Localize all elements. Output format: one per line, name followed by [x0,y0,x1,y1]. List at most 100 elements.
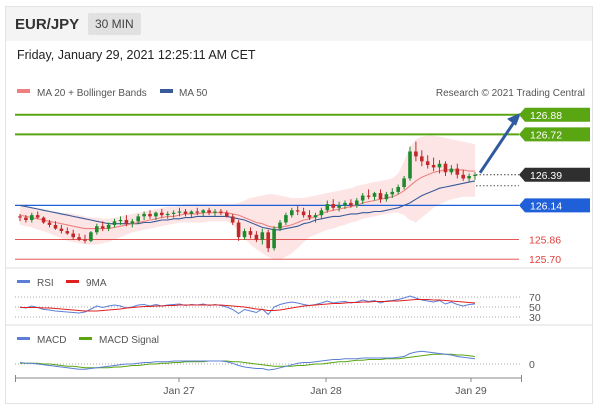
candle-body [343,202,347,206]
candle-body [307,215,312,218]
candles [18,141,477,252]
instrument-title: EUR/JPY [15,16,80,33]
copyright-text: Research © 2021 Trading Central [436,88,585,99]
candle-body [35,215,40,218]
candle-body [165,213,170,216]
candle [307,210,312,220]
candle [455,163,460,179]
candle [100,221,105,232]
candle [118,216,123,225]
candle-body [83,239,87,241]
candle-body [254,234,259,240]
candle-body [461,174,465,179]
candle [437,160,442,174]
candle [408,146,412,181]
level-tag-bg [519,127,590,142]
candle [319,207,324,219]
arrow-shaft [478,119,517,174]
level-value: 126.14 [530,200,562,212]
candle-body [443,163,448,173]
candle [83,234,87,244]
candle [213,209,217,217]
candle [189,210,194,218]
candle [59,224,64,234]
candle [71,229,75,240]
candle [30,212,34,223]
candle [53,221,58,230]
candle [254,231,259,243]
candle [473,172,477,180]
candle-body [313,215,318,218]
candle [272,226,276,251]
macd-signal-line [20,353,476,369]
ma50-line [19,180,476,231]
candle [396,184,400,195]
x-axis: Jan 27 Jan 28 Jan 29 [15,375,522,397]
candle [24,215,28,223]
candle-body [449,168,454,173]
candle-body [142,213,146,217]
level-tag-126-14: 126.14 [519,198,590,213]
candle-body [160,212,164,216]
timestamp: Friday, January 29, 2021 12:25:11 AM CET [17,48,256,62]
timeframe-badge[interactable]: 30 MIN [88,13,141,35]
candle-body [248,231,253,235]
arrow-head [507,112,521,126]
macd-line [19,350,476,371]
candle [47,220,52,228]
chart-canvas: MA 20 + Bollinger Bands MA 50 Research ©… [6,88,592,397]
candle [337,201,341,212]
candle-body [337,205,341,208]
candle-body [219,211,223,213]
candle-body [378,193,383,200]
candle-body [437,163,442,168]
candle-body [71,233,75,238]
rsi-tick: 30 [529,312,541,324]
candle-body [177,211,182,213]
candle-body [136,216,140,222]
candle-body [236,222,241,238]
ma20-legend-label: MA 20 + Bollinger Bands [37,88,147,99]
candle-body [100,226,105,229]
candle-body [124,220,129,224]
candle-body [420,156,424,162]
ma20-legend-swatch [17,89,30,93]
ma50-layer [19,180,476,231]
candle [390,188,395,198]
candle [89,231,93,243]
candle [219,209,223,216]
candle [414,141,418,162]
candle-body [242,231,247,238]
candle-body [390,191,395,195]
candle-body [195,211,200,213]
candle-body [95,226,99,233]
chart-widget: EUR/JPY 30 MIN Friday, January 29, 2021 … [5,6,593,404]
candle [260,228,265,245]
price-levels [15,113,519,260]
candle [384,191,389,202]
candle-body [112,221,117,225]
candle-body [201,210,205,213]
candle-body [360,195,365,201]
candle [230,213,235,225]
header-bar: EUR/JPY 30 MIN [6,7,592,41]
candle [65,227,70,235]
level-labels: 126.88 126.72 126.39 126.14 125.86 125.70 [519,107,590,266]
candle-body [331,204,335,208]
candle-body [30,215,34,220]
candle [349,199,353,208]
level-tag-126-88: 126.88 [519,107,590,122]
candle-body [355,200,359,206]
candle [467,173,471,183]
candle [402,176,406,190]
candle-body [225,212,229,217]
x-tick-label: Jan 29 [455,385,487,397]
candle-body [396,187,400,192]
candle-body [319,210,324,216]
level-value: 125.70 [529,254,561,266]
rsi-tick: 50 [529,302,541,314]
candle-body [366,195,371,197]
candle [106,222,111,232]
candle-body [272,228,276,249]
candle-body [230,216,235,223]
